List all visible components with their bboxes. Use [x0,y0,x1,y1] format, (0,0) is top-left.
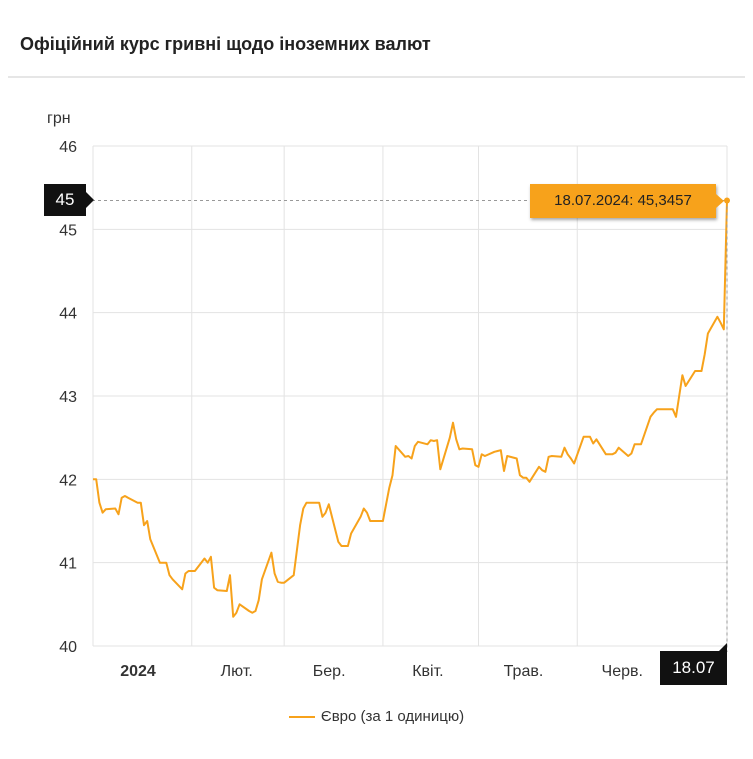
y-tick-label: 45 [59,222,77,239]
chart-legend[interactable]: Євро (за 1 одиницю) [0,708,753,725]
x-tick-label: Трав. [504,663,544,680]
y-tick-label: 43 [59,389,77,406]
grid [92,145,728,647]
y-tick-label: 42 [59,472,77,489]
series-line [93,200,728,618]
y-value-flag: 45 [44,184,94,216]
y-tick-label: 41 [59,556,77,573]
x-tick-label: 2024 [120,663,156,680]
x-tick-label: Лют. [221,663,253,680]
legend-swatch [288,716,315,719]
x-tick-label: Квіт. [412,663,443,680]
series-layer [93,200,728,618]
chart-tooltip: 18.07.2024: 45,3457 [530,184,724,218]
y-axis-label: грн [47,110,71,127]
y-tick-label: 46 [59,139,77,156]
x-value-flag: 18.07 [660,643,727,685]
y-axis: 40 41 42 43 44 45 46 грн [47,110,77,656]
y-tick-label: 40 [59,639,77,656]
x-tick-label: Бер. [313,663,346,680]
page-title: Офіційний курс гривні щодо іноземних вал… [20,34,431,54]
crosshair [92,197,730,652]
highlight-point [724,197,730,204]
x-axis: 2024 Лют. Бер. Квіт. Трав. Черв. [120,663,643,680]
legend-label: Євро (за 1 одиницю) [320,708,465,725]
y-tick-label: 44 [59,306,77,323]
x-tick-label: Черв. [602,663,643,680]
header-divider [8,76,745,78]
